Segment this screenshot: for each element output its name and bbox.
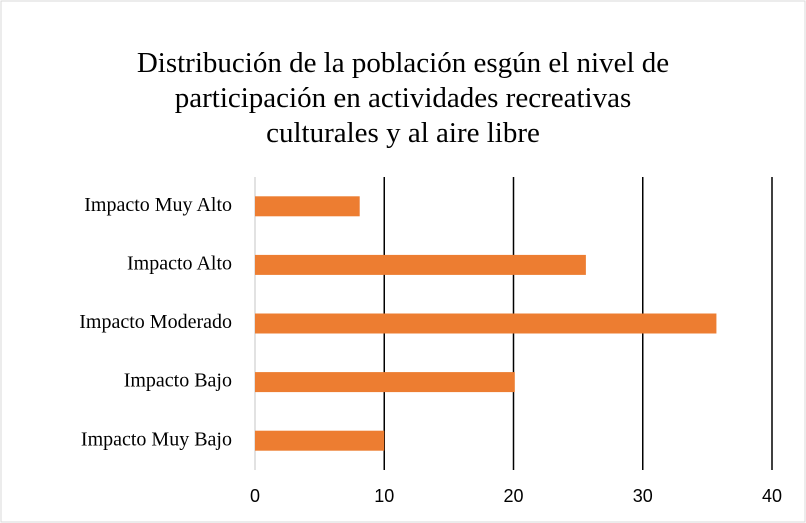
chart-title: culturales y al aire libre — [266, 117, 540, 149]
bar — [255, 254, 586, 275]
y-tick-label: Impacto Muy Bajo — [81, 428, 232, 450]
chart-title: Distribución de la población esgún el ni… — [137, 47, 669, 79]
chart-title: participación en actividades recreativas — [175, 82, 632, 114]
y-tick-label: Impacto Moderado — [79, 311, 232, 333]
bar — [255, 196, 360, 217]
y-tick-label: Impacto Alto — [127, 252, 232, 274]
bar — [255, 430, 385, 451]
y-tick-label: Impacto Muy Alto — [84, 194, 232, 216]
x-tick-label: 10 — [374, 486, 394, 506]
bar — [255, 313, 717, 334]
bar — [255, 372, 515, 393]
x-tick-label: 40 — [762, 486, 782, 506]
x-tick-label: 20 — [503, 486, 523, 506]
x-tick-label: 30 — [633, 486, 653, 506]
y-tick-label: Impacto Bajo — [124, 370, 232, 392]
x-tick-label: 0 — [250, 486, 260, 506]
